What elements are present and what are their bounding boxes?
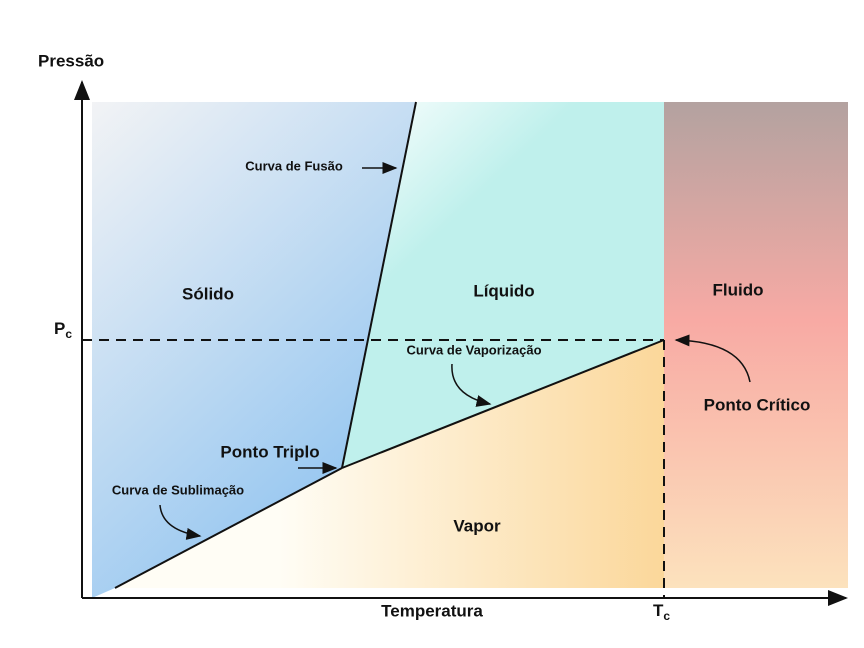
- fluid-region: [664, 102, 848, 588]
- pc-label: Pc: [54, 319, 72, 341]
- vaporization-arrow: [451, 363, 492, 407]
- solid-label: Sólido: [182, 284, 234, 303]
- liquid-label: Líquido: [473, 281, 534, 300]
- vapor-label: Vapor: [453, 516, 501, 535]
- liquid-region: [342, 102, 664, 468]
- sublimation-label: Curva de Sublimação: [112, 482, 244, 497]
- fusion-curve: [341, 101, 417, 469]
- y-axis-label: Pressão: [38, 51, 104, 70]
- fusion-label: Curva de Fusão: [245, 158, 343, 173]
- tc-label: Tc: [653, 601, 670, 623]
- fluid-label: Fluido: [713, 280, 764, 299]
- sublimation-arrow: [159, 504, 202, 540]
- triple-label: Ponto Triplo: [220, 442, 319, 461]
- vaporization-curve: [341, 339, 665, 469]
- critical-label: Ponto Crítico: [704, 395, 811, 414]
- vaporization-label: Curva de Vaporização: [406, 342, 541, 357]
- critical-arrow: [674, 334, 751, 383]
- vapor-region: [115, 340, 664, 588]
- solid-region: [92, 102, 416, 598]
- sublimation-curve: [114, 467, 343, 589]
- x-axis-label: Temperatura: [381, 601, 483, 620]
